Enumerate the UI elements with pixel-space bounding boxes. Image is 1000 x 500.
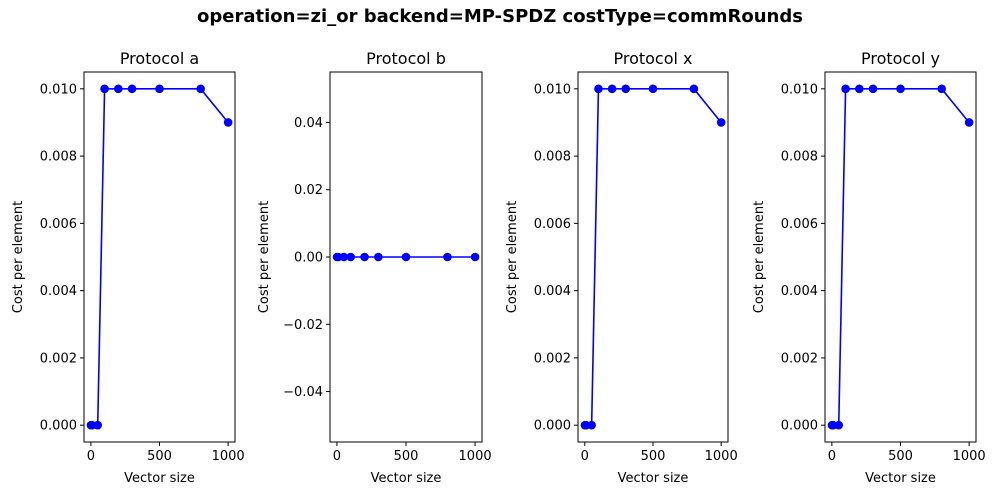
x-tick-label: 1000 bbox=[953, 449, 986, 464]
data-point bbox=[607, 84, 617, 94]
y-tick-label: 0.008 bbox=[40, 150, 77, 165]
subplot-title: Protocol y bbox=[861, 49, 940, 68]
y-tick-label: 0.010 bbox=[534, 82, 571, 97]
y-tick-label: −0.04 bbox=[283, 385, 323, 400]
data-point bbox=[346, 252, 356, 262]
y-tick-label: 0.008 bbox=[781, 150, 818, 165]
x-axis-label: Vector size bbox=[371, 471, 442, 486]
y-tick-label: 0.006 bbox=[40, 217, 77, 232]
y-tick-label: 0.00 bbox=[294, 251, 323, 266]
y-tick-label: 0.002 bbox=[534, 351, 571, 366]
x-tick-label: 0 bbox=[333, 449, 341, 464]
data-point bbox=[587, 420, 596, 430]
x-tick-label: 1000 bbox=[459, 449, 492, 464]
y-tick-label: 0.002 bbox=[781, 351, 818, 366]
y-tick-label: 0.004 bbox=[40, 284, 77, 299]
data-point bbox=[155, 84, 164, 94]
y-tick-label: 0.010 bbox=[40, 82, 77, 97]
x-tick-label: 500 bbox=[888, 449, 913, 464]
data-point bbox=[443, 252, 452, 262]
figure-suptitle: operation=zi_or backend=MP-SPDZ costType… bbox=[197, 6, 803, 27]
y-tick-label: 0.000 bbox=[781, 419, 818, 434]
x-tick-label: 1000 bbox=[705, 449, 738, 464]
x-axis-label: Vector size bbox=[618, 471, 689, 486]
x-tick-label: 500 bbox=[641, 449, 666, 464]
axes-frame bbox=[83, 71, 236, 443]
x-axis-label: Vector size bbox=[124, 471, 195, 486]
data-point bbox=[223, 118, 233, 127]
data-point bbox=[855, 84, 864, 94]
y-tick-label: 0.004 bbox=[534, 284, 571, 299]
data-point bbox=[114, 84, 123, 94]
subplot-2: Protocol b 0 500 1000 −0.04 −0.02 0.00 0.02 0.04… bbox=[257, 49, 492, 486]
data-point bbox=[716, 118, 726, 127]
y-tick-label: 0.004 bbox=[781, 284, 818, 299]
y-tick-label: 0.006 bbox=[781, 217, 818, 232]
y-tick-label: 0.010 bbox=[781, 82, 818, 97]
x-tick-label: 1000 bbox=[212, 449, 245, 464]
x-tick-label: 0 bbox=[87, 449, 95, 464]
y-axis-label: Cost per element bbox=[11, 201, 26, 313]
subplot-3: Protocol x 0 500 1000 0.000 0.002 0.004 0.006 0.… bbox=[505, 49, 738, 486]
y-tick-label: 0.008 bbox=[534, 150, 571, 165]
y-tick-label: 0.000 bbox=[534, 419, 571, 434]
data-point bbox=[401, 252, 411, 262]
data-point bbox=[834, 420, 844, 430]
x-axis-label: Vector size bbox=[865, 471, 936, 486]
series-line bbox=[584, 88, 722, 426]
subplot-title: Protocol b bbox=[366, 49, 446, 68]
y-axis-label: Cost per element bbox=[505, 201, 520, 313]
y-axis-label: Cost per element bbox=[257, 201, 272, 313]
axes-frame bbox=[329, 71, 483, 443]
x-tick-label: 0 bbox=[581, 449, 589, 464]
data-point bbox=[868, 84, 878, 94]
data-point bbox=[841, 84, 850, 94]
data-point bbox=[621, 84, 631, 94]
subplot-1: Protocol a 0 500 1000 0.000 0.002 0.004 0.006 0.… bbox=[11, 49, 245, 486]
data-point bbox=[339, 252, 349, 262]
subplot-title: Protocol a bbox=[120, 49, 199, 68]
data-point bbox=[196, 84, 205, 94]
x-tick-label: 500 bbox=[147, 449, 172, 464]
data-point bbox=[594, 84, 603, 94]
data-point bbox=[93, 420, 103, 430]
data-point bbox=[937, 84, 946, 94]
subplot-title: Protocol x bbox=[613, 49, 692, 68]
y-tick-label: −0.02 bbox=[283, 318, 323, 333]
data-point bbox=[360, 252, 369, 262]
y-tick-label: 0.006 bbox=[534, 217, 571, 232]
y-tick-label: 0.02 bbox=[294, 183, 323, 198]
y-axis-label: Cost per element bbox=[752, 201, 767, 313]
x-tick-label: 500 bbox=[394, 449, 419, 464]
data-point bbox=[964, 118, 974, 127]
data-point bbox=[100, 84, 109, 94]
axes-frame bbox=[824, 71, 977, 443]
y-tick-label: 0.04 bbox=[294, 116, 323, 131]
y-tick-label: 0.000 bbox=[40, 419, 77, 434]
series-line bbox=[832, 88, 970, 426]
data-point bbox=[127, 84, 137, 94]
data-point bbox=[374, 252, 383, 262]
subplot-4: Protocol y 0 500 1000 0.000 0.002 0.004 0.006 0.… bbox=[752, 49, 986, 486]
data-point bbox=[896, 84, 905, 94]
data-point bbox=[648, 84, 658, 94]
y-tick-label: 0.002 bbox=[40, 351, 77, 366]
data-point bbox=[689, 84, 699, 94]
x-tick-label: 0 bbox=[828, 449, 836, 464]
axes-frame bbox=[577, 71, 729, 443]
data-point bbox=[470, 252, 480, 262]
series-line bbox=[91, 88, 229, 426]
